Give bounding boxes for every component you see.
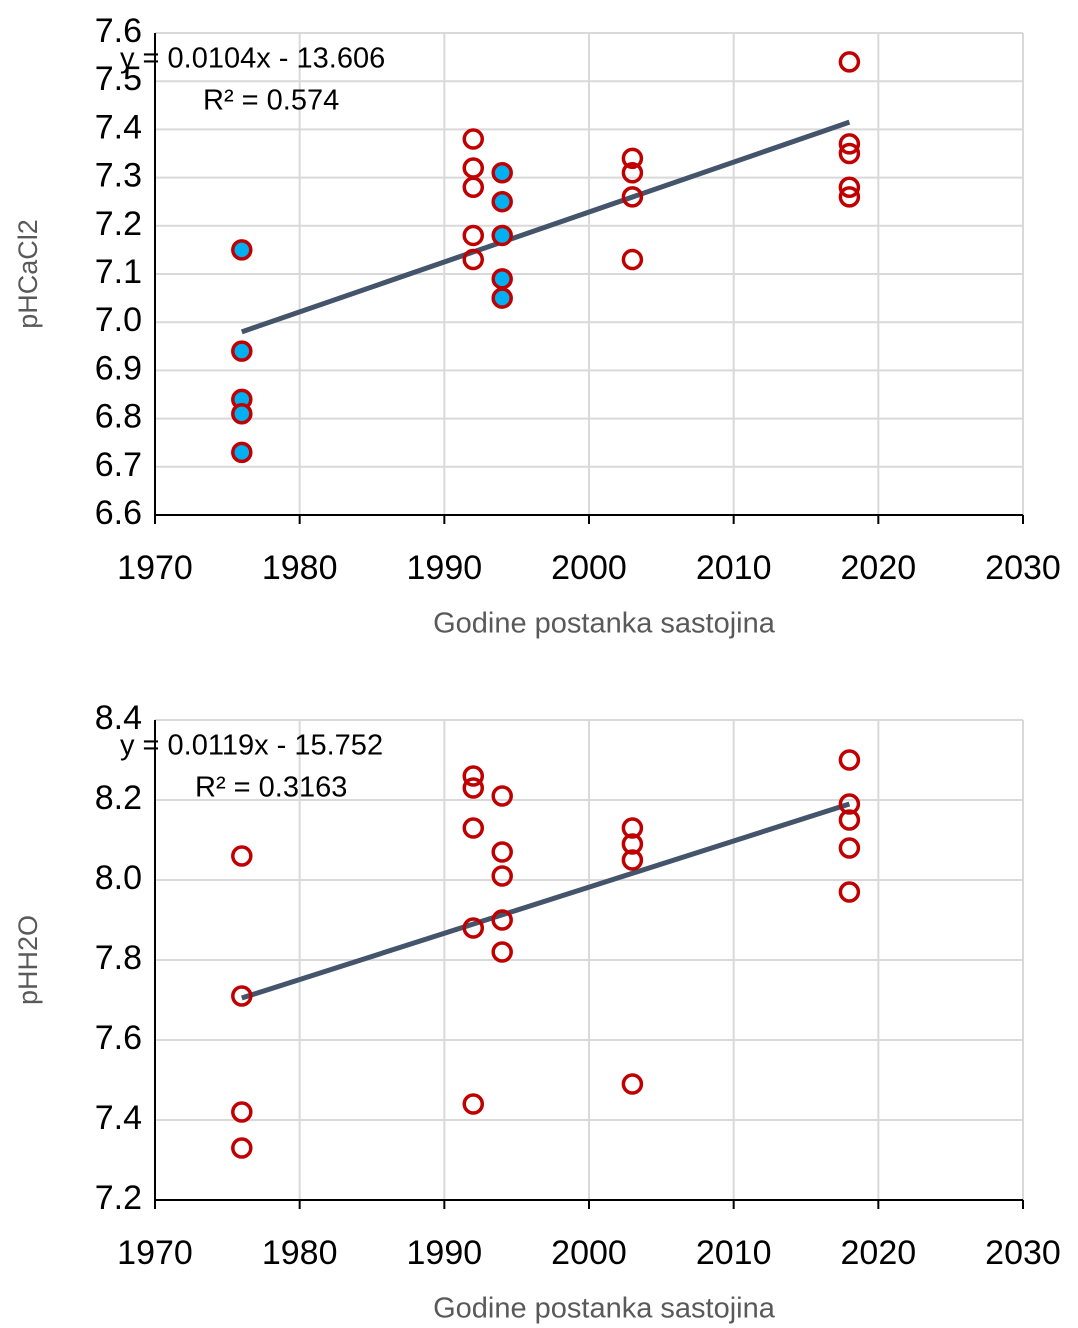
y-tick-label: 6.9 — [95, 349, 142, 387]
point — [231, 239, 253, 261]
point — [838, 142, 861, 165]
trendline — [240, 119, 851, 335]
point — [491, 162, 513, 184]
y-axis-label: pHCaCl2 — [13, 219, 43, 329]
point — [491, 268, 513, 290]
y-tick-label: 7.5 — [95, 60, 142, 98]
point — [621, 186, 644, 208]
y-tick-label: 7.4 — [95, 108, 142, 146]
y-tick-label: 7.1 — [95, 253, 142, 291]
y-axis-label: pHH2O — [13, 915, 43, 1005]
y-tick-label: 7.2 — [95, 1179, 142, 1217]
y-tick-label: 7.4 — [95, 1099, 142, 1137]
point — [462, 176, 485, 198]
y-tick-label: 7.6 — [95, 12, 142, 50]
y-tick-label: 7.6 — [95, 1019, 142, 1057]
point — [491, 909, 513, 931]
y-tick-label: 8.2 — [95, 779, 142, 817]
y-tick-label: 6.8 — [95, 398, 142, 436]
x-tick-label: 1990 — [407, 1234, 483, 1272]
point — [491, 785, 513, 807]
y-tick-label: 7.3 — [95, 157, 142, 195]
y-tick-label: 7.0 — [95, 301, 142, 339]
point — [621, 817, 644, 839]
x-axis-label: Godine postanka sastojina — [433, 608, 776, 640]
point — [838, 176, 861, 198]
x-tick-label: 2020 — [841, 1234, 917, 1272]
point — [462, 777, 485, 799]
point — [231, 441, 253, 464]
point — [462, 917, 485, 939]
point — [462, 765, 485, 787]
y-tick-label: 8.4 — [95, 699, 142, 737]
point — [838, 809, 861, 831]
point — [491, 841, 513, 863]
x-tick-label: 1980 — [262, 549, 338, 587]
trendline — [241, 801, 851, 1001]
point — [231, 845, 253, 867]
point — [231, 403, 253, 425]
y-tick-label: 8.0 — [95, 859, 142, 897]
x-tick-label: 1980 — [262, 1234, 338, 1272]
trendline-equation: y = 0.0104x - 13.606 — [120, 43, 385, 75]
point — [462, 248, 485, 271]
point — [462, 1093, 485, 1115]
x-tick-label: 2020 — [841, 549, 917, 587]
point — [621, 1073, 644, 1095]
x-tick-label: 2010 — [696, 549, 772, 587]
point — [462, 817, 485, 839]
point — [231, 985, 253, 1007]
point — [838, 793, 861, 815]
point — [231, 1101, 253, 1123]
trendline-equation: y = 0.0119x - 15.752 — [120, 730, 383, 762]
point — [491, 224, 513, 247]
point — [491, 287, 513, 309]
point — [491, 865, 513, 887]
point — [621, 248, 644, 271]
x-tick-label: 2030 — [985, 1234, 1061, 1272]
point — [231, 340, 253, 362]
x-tick-label: 1990 — [407, 549, 483, 587]
point — [838, 749, 861, 771]
point — [462, 128, 485, 150]
trendline-r2: R² = 0.574 — [203, 85, 339, 117]
point — [491, 190, 513, 213]
point — [491, 941, 513, 963]
x-tick-label: 1970 — [117, 549, 193, 587]
point — [462, 157, 485, 179]
y-tick-label: 6.6 — [95, 494, 142, 532]
point — [838, 881, 861, 903]
point — [231, 1137, 253, 1159]
point — [621, 162, 644, 184]
x-tick-label: 2000 — [551, 549, 627, 587]
y-tick-label: 6.7 — [95, 446, 142, 484]
x-axis-label: Godine postanka sastojina — [433, 1293, 776, 1325]
point — [621, 833, 644, 855]
point — [462, 224, 485, 247]
x-tick-label: 1970 — [117, 1234, 193, 1272]
point — [621, 147, 644, 170]
x-tick-label: 2010 — [696, 1234, 772, 1272]
point — [838, 837, 861, 859]
x-tick-label: 2000 — [551, 1234, 627, 1272]
y-tick-label: 7.2 — [95, 205, 142, 243]
trendline-r2: R² = 0.3163 — [195, 772, 347, 804]
point — [838, 133, 861, 155]
point — [621, 849, 644, 871]
point — [838, 51, 861, 73]
y-tick-label: 7.8 — [95, 939, 142, 977]
point — [838, 186, 861, 208]
x-tick-label: 2030 — [985, 549, 1061, 587]
